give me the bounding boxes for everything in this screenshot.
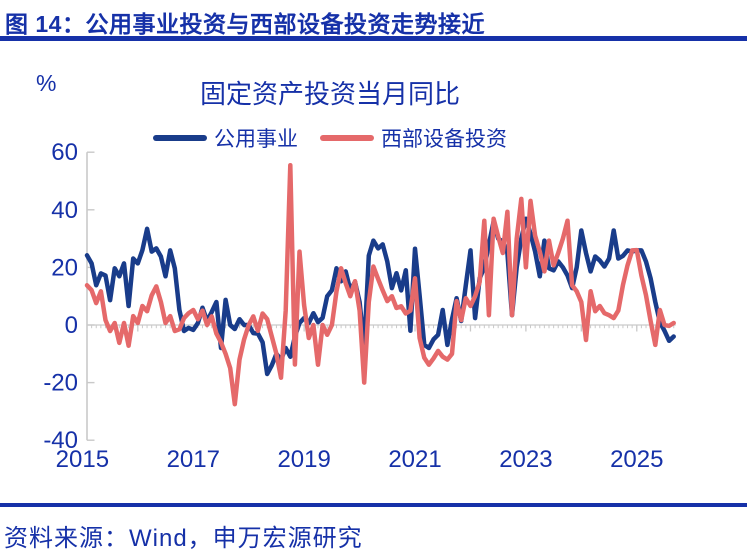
y-tick-label: 0: [65, 312, 78, 339]
y-tick-label: 40: [51, 197, 78, 224]
legend-item-west-equipment: 西部设备投资: [320, 123, 507, 153]
footer-rule: [0, 503, 747, 507]
y-axis-unit-label: %: [36, 70, 57, 96]
chart-title: 固定资产投资当月同比: [199, 79, 460, 109]
utilities-line: [84, 216, 676, 377]
y-tick-label: -20: [43, 370, 78, 397]
page-title: 图 14：公用事业投资与西部设备投资走势接近: [5, 11, 485, 37]
legend-label-utilities: 公用事业: [214, 128, 298, 151]
y-tick-label: -40: [43, 427, 78, 454]
x-tick-label: 2017: [167, 446, 220, 473]
x-tick-label: 2019: [277, 446, 330, 473]
x-tick-label: 2015: [56, 446, 109, 473]
west-equipment-line: [84, 162, 676, 407]
legend-item-utilities: 公用事业: [153, 123, 298, 153]
y-tick-label: 20: [51, 254, 78, 281]
west-equipment-line-swatch-icon: [320, 135, 374, 141]
title-underline-rule: [0, 36, 747, 41]
x-tick-label: 2023: [499, 446, 552, 473]
utilities-line-swatch-icon: [153, 135, 207, 141]
legend-label-west-equipment: 西部设备投资: [381, 128, 507, 151]
source-text: 资料来源：Wind，申万宏源研究: [4, 525, 363, 549]
y-tick-label: 60: [51, 139, 78, 166]
x-tick-label: 2021: [388, 446, 441, 473]
x-tick-label: 2025: [610, 446, 663, 473]
chart-legend: 公用事业 西部设备投资: [0, 124, 660, 152]
